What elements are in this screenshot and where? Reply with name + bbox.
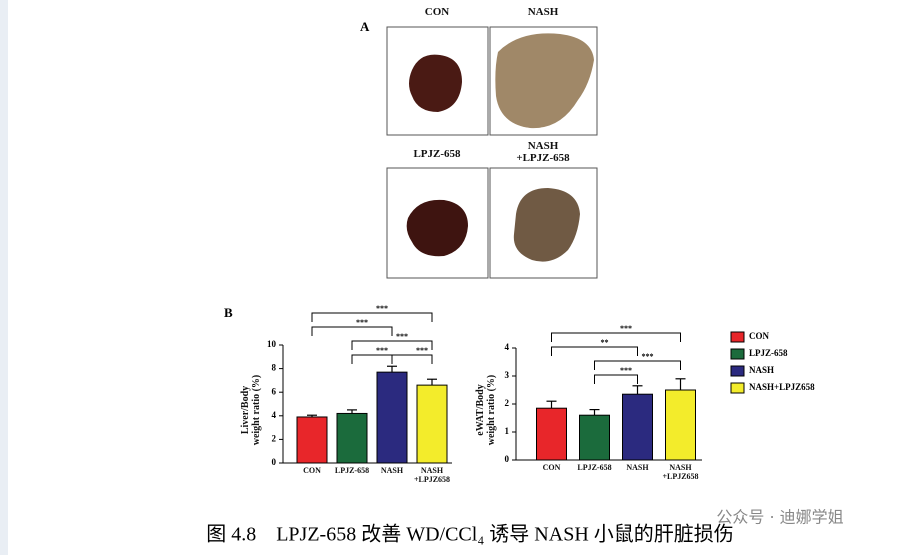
significance-label: ***	[376, 304, 388, 313]
legend-swatch	[730, 348, 745, 360]
y-axis-title: Liver/Body weight ratio (%)	[240, 374, 262, 446]
significance-label: ***	[642, 352, 654, 361]
significance-bracket	[551, 346, 638, 356]
bar	[579, 414, 610, 461]
photo-label: NASH	[527, 6, 559, 18]
photo-label: LPJZ-658	[413, 148, 461, 160]
y-tick-label: 4	[272, 410, 277, 420]
y-tick-label: 2	[505, 398, 510, 408]
bar	[536, 407, 567, 461]
significance-bracket	[391, 354, 433, 364]
y-tick-label: 6	[272, 386, 277, 396]
photo-label: CON	[424, 6, 450, 18]
significance-label: ***	[620, 366, 632, 375]
significance-bracket	[311, 312, 433, 322]
x-tick-label: NASH	[380, 467, 404, 475]
y-tick-label: 0	[505, 454, 510, 464]
x-tick-label-box: CON	[303, 467, 321, 475]
significance-label: ***	[416, 346, 428, 355]
significance-bracket	[311, 326, 393, 336]
y-axis-title-box: eWAT/Body weight ratio (%)	[475, 374, 497, 446]
x-tick-label: NASH +LPJZ658	[662, 464, 699, 481]
legend-label: NASH	[749, 365, 774, 375]
legend-swatch	[730, 382, 745, 394]
liver-photo	[406, 199, 468, 257]
x-tick-label: CON	[303, 467, 321, 475]
x-tick-label-box: NASH +LPJZ658	[413, 467, 451, 484]
significance-label: ***	[396, 332, 408, 341]
significance-label: ***	[620, 324, 632, 333]
significance-label: **	[601, 338, 609, 347]
y-tick-label: 3	[505, 370, 510, 380]
y-tick-label: 2	[272, 433, 277, 443]
liver-photo	[513, 188, 580, 262]
watermark: 公众号 · 迪娜学姐	[716, 508, 843, 527]
bar	[416, 384, 448, 464]
x-tick-label: CON	[542, 464, 561, 472]
y-tick-label: 0	[272, 457, 277, 467]
y-axis-title: eWAT/Body weight ratio (%)	[475, 374, 497, 446]
x-tick-label-box: CON	[542, 464, 561, 472]
panel-label: B	[224, 305, 233, 320]
y-tick-label: 1	[505, 426, 510, 436]
photo-label: NASH +LPJZ-658	[516, 140, 570, 165]
side-strip	[0, 0, 8, 555]
y-tick-label: 4	[505, 342, 510, 352]
x-tick-label-box: NASH	[380, 467, 404, 475]
significance-bracket	[351, 340, 433, 350]
bar	[336, 412, 368, 464]
legend-label: LPJZ-658	[749, 348, 788, 358]
legend-swatch	[730, 331, 745, 343]
y-axis-title-box: Liver/Body weight ratio (%)	[240, 374, 262, 446]
x-tick-label-box: NASH +LPJZ658	[662, 464, 699, 481]
photo-label-box: NASH	[527, 6, 559, 18]
liver-photo	[495, 33, 594, 129]
significance-label: ***	[376, 346, 388, 355]
x-tick-label-box: NASH	[626, 464, 649, 472]
photo-label-box: LPJZ-658	[413, 148, 461, 160]
bar	[376, 371, 408, 464]
liver-photo	[409, 54, 462, 112]
x-tick-label: LPJZ-658	[577, 464, 612, 472]
significance-bracket	[594, 360, 681, 370]
x-tick-label: NASH +LPJZ658	[413, 467, 451, 484]
legend-swatch	[730, 365, 745, 377]
significance-bracket	[351, 354, 393, 364]
bar	[665, 389, 696, 461]
x-tick-label: NASH	[626, 464, 649, 472]
significance-bracket	[551, 332, 681, 342]
bar	[622, 393, 653, 461]
x-tick-label: LPJZ-658	[334, 467, 370, 475]
photo-label-box: NASH +LPJZ-658	[516, 140, 570, 165]
x-tick-label-box: LPJZ-658	[334, 467, 370, 475]
y-tick-label: 8	[272, 363, 277, 373]
caption: 图 4.8 LPJZ-658 改善 WD/CCl₄ 诱导 NASH 小鼠的肝脏损…	[206, 523, 734, 546]
legend-label: NASH+LPJZ658	[749, 382, 815, 392]
significance-label: ***	[356, 318, 368, 327]
y-tick-label: 10	[267, 339, 277, 349]
significance-bracket	[594, 374, 638, 384]
x-tick-label-box: LPJZ-658	[577, 464, 612, 472]
bar	[296, 416, 328, 464]
panel-label: A	[360, 19, 370, 34]
photo-label-box: CON	[424, 6, 450, 18]
legend-label: CON	[749, 331, 770, 341]
